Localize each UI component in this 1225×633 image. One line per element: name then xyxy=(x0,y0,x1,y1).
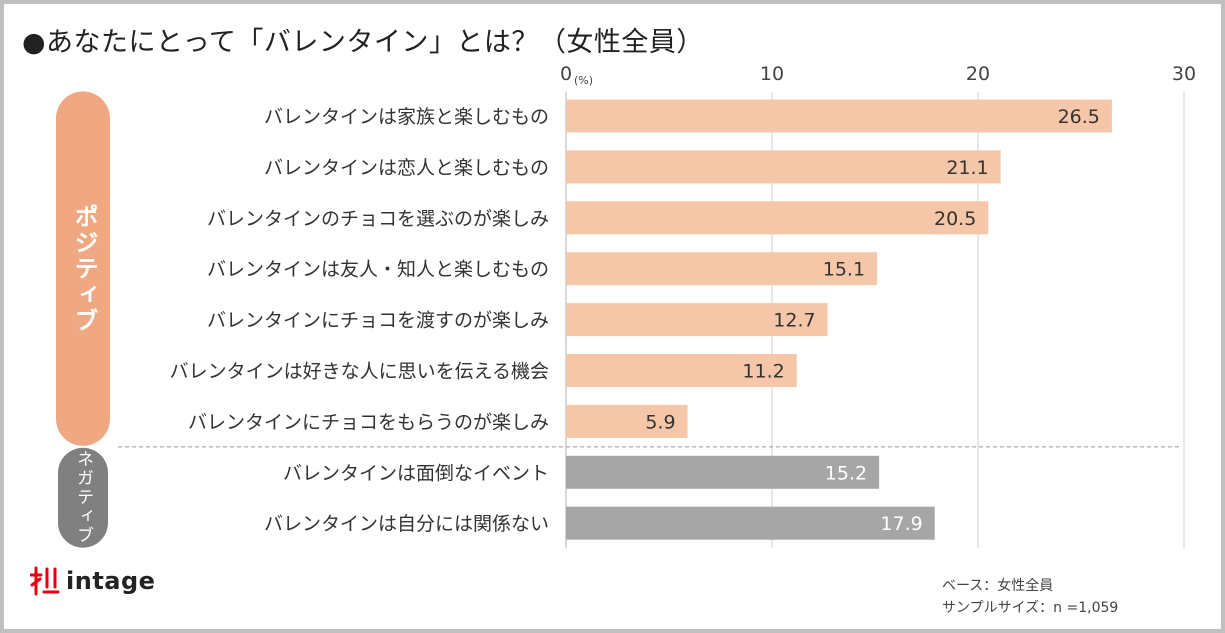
chart-title: ●あなたにとって「バレンタイン」とは？（女性全員） xyxy=(22,27,704,58)
bar xyxy=(566,404,688,438)
category-label: バレンタインのチョコを選ぶのが楽しみ xyxy=(207,208,549,230)
bar xyxy=(566,455,880,489)
category-label: バレンタインにチョコを渡すのが楽しみ xyxy=(207,310,549,332)
x-tick-label: 20 xyxy=(966,63,990,85)
category-label: バレンタインは面倒なイベント xyxy=(283,462,549,484)
data-label: 21.1 xyxy=(946,157,988,179)
data-label: 5.9 xyxy=(645,411,675,433)
category-label: バレンタインは自分には関係ない xyxy=(264,513,549,535)
group-badge-negative xyxy=(58,447,108,548)
bar xyxy=(566,252,878,286)
data-label: 26.5 xyxy=(1058,106,1100,128)
group-label: ポジティブ xyxy=(70,204,98,334)
data-label: 17.9 xyxy=(880,513,922,535)
axis-unit-label: (%) xyxy=(574,74,593,87)
category-label: バレンタインは好きな人に思いを伝える機会 xyxy=(170,361,549,383)
data-label: 12.7 xyxy=(773,310,815,332)
bar xyxy=(566,99,1112,133)
category-label: バレンタインは友人・知人と楽しむもの xyxy=(207,259,549,281)
bar xyxy=(566,506,935,540)
data-label: 15.1 xyxy=(823,259,865,281)
footnote-sample-size: サンプルサイズ：n =1,059 xyxy=(942,600,1119,616)
footnote: ベース：女性全員 サンプルサイズ：n =1,059 xyxy=(942,575,1118,619)
x-tick-label: 10 xyxy=(760,63,784,85)
group-badge-positive xyxy=(56,91,110,446)
group-label: ネガティブ xyxy=(73,450,93,545)
footnote-base: ベース：女性全員 xyxy=(942,578,1054,594)
data-label: 11.2 xyxy=(742,361,784,383)
category-label: バレンタインは家族と楽しむもの xyxy=(264,106,549,128)
intage-logo: intage xyxy=(30,565,155,597)
data-label: 15.2 xyxy=(825,462,867,484)
x-tick-label: 30 xyxy=(1172,63,1196,85)
intage-logo-icon xyxy=(30,566,60,596)
bar xyxy=(566,354,797,387)
bar xyxy=(566,303,828,337)
data-label: 20.5 xyxy=(934,208,976,230)
intage-logo-text: intage xyxy=(66,567,156,595)
bar xyxy=(566,201,989,235)
category-label: バレンタインにチョコをもらうのが楽しみ xyxy=(188,411,549,433)
x-tick-label: 0 xyxy=(560,63,572,85)
bar xyxy=(566,150,1001,184)
category-label: バレンタインは恋人と楽しむもの xyxy=(264,157,549,179)
